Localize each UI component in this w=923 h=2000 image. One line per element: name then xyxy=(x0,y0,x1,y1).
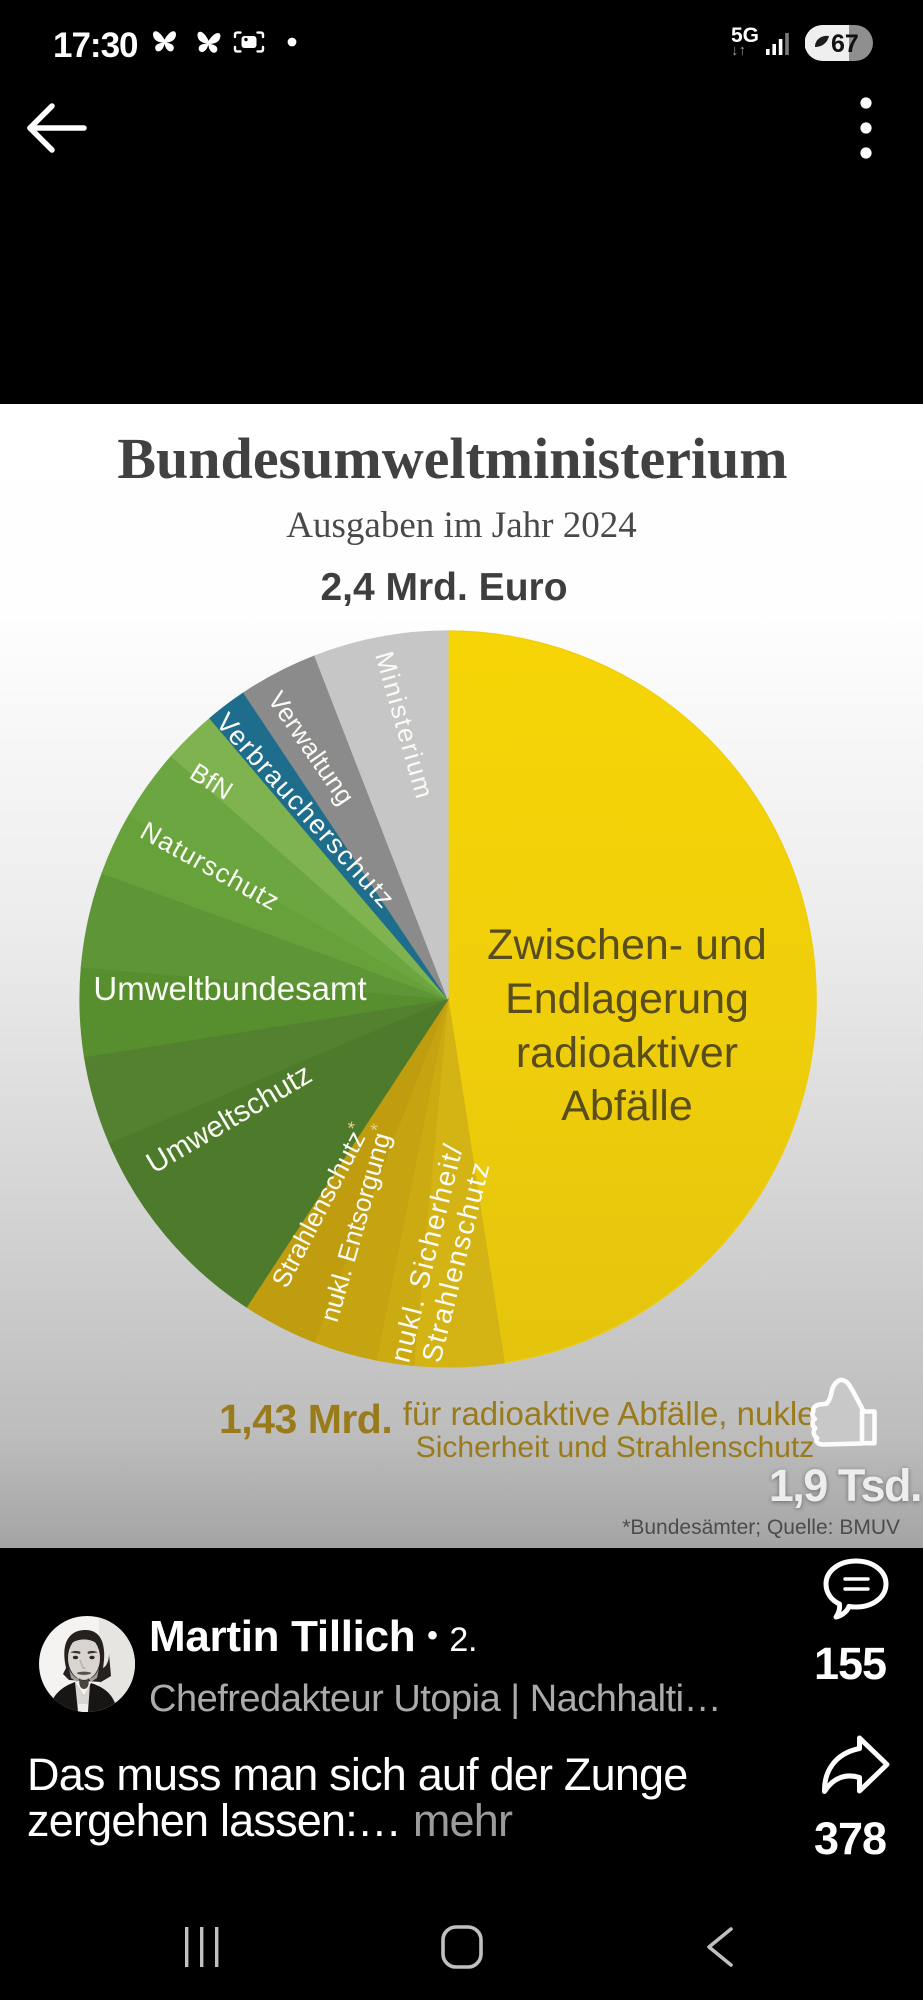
svg-text:Endlagerung: Endlagerung xyxy=(505,975,749,1023)
svg-text:Umweltbundesamt: Umweltbundesamt xyxy=(93,970,366,1007)
svg-text:Abfälle: Abfälle xyxy=(561,1082,692,1130)
svg-text:67: 67 xyxy=(831,30,859,58)
svg-text:Zwischen- und: Zwischen- und xyxy=(487,921,767,969)
svg-text:radioaktiver: radioaktiver xyxy=(516,1029,738,1077)
